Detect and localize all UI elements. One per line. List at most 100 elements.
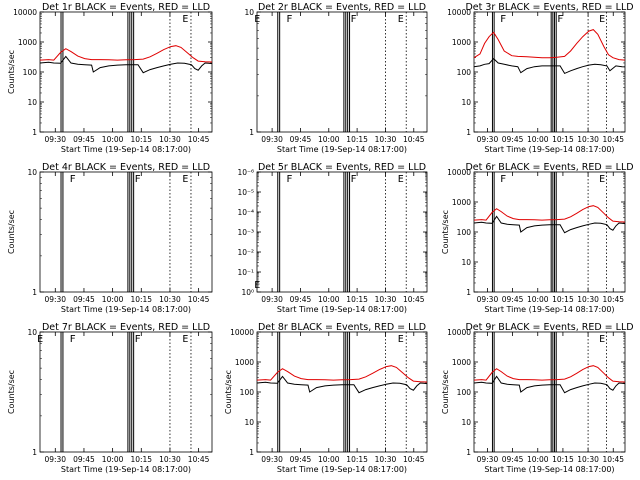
marker-e: E bbox=[182, 334, 188, 345]
x-tick-label: 09:45 bbox=[502, 135, 524, 144]
y-tick-label: 10⁻⁶ bbox=[237, 168, 254, 177]
x-tick-label: 10:30 bbox=[375, 135, 397, 144]
x-tick-label: 10:00 bbox=[318, 295, 340, 304]
x-axis-label: Start Time (19-Sep-14 08:17:00) bbox=[61, 465, 191, 474]
x-tick-label: 10:30 bbox=[577, 135, 599, 144]
x-axis-label: Start Time (19-Sep-14 08:17:00) bbox=[484, 305, 614, 314]
x-tick-label: 09:30 bbox=[261, 295, 283, 304]
y-tick-label: 1 bbox=[32, 128, 37, 137]
x-tick-label: 09:30 bbox=[44, 135, 66, 144]
panel-title: Det 9r BLACK = Events, RED = LLD bbox=[465, 322, 633, 333]
x-tick-label: 10:15 bbox=[346, 135, 368, 144]
y-tick-label: 10000 bbox=[447, 168, 471, 177]
y-tick-label: 100 bbox=[240, 388, 255, 397]
x-axis-label: Start Time (19-Sep-14 08:17:00) bbox=[61, 145, 191, 154]
y-tick-label: 100 bbox=[23, 68, 38, 77]
panel-title: Det 5r BLACK = Events, RED = LLD bbox=[258, 162, 426, 173]
marker-e: E bbox=[182, 174, 188, 185]
x-tick-label: 10:15 bbox=[346, 455, 368, 464]
x-axis-label: Start Time (19-Sep-14 08:17:00) bbox=[61, 305, 191, 314]
series-lld bbox=[39, 45, 213, 63]
x-tick-label: 10:00 bbox=[527, 455, 549, 464]
x-axis-label: Start Time (19-Sep-14 08:17:00) bbox=[277, 465, 407, 474]
panel-det-1: Det 1r BLACK = Events, RED = LLD 1 10 100 10… bbox=[7, 2, 213, 154]
marker-f: F bbox=[70, 174, 76, 185]
x-tick-label: 09:30 bbox=[261, 135, 283, 144]
panel-title: Det 1r BLACK = Events, RED = LLD bbox=[42, 2, 210, 13]
x-tick-label: 10:15 bbox=[552, 135, 574, 144]
y-tick-label: 10000 bbox=[230, 328, 254, 337]
marker-f: F bbox=[286, 174, 292, 185]
x-tick-label: 10:00 bbox=[318, 135, 340, 144]
y-axis-label: Counts/sec bbox=[7, 210, 16, 254]
x-axis-label: Start Time (19-Sep-14 08:17:00) bbox=[484, 145, 614, 154]
x-tick-label: 10:15 bbox=[130, 135, 152, 144]
y-axis-label: Counts/sec bbox=[441, 210, 450, 254]
x-tick-label: 10:15 bbox=[552, 455, 574, 464]
x-tick-label: 10:15 bbox=[346, 295, 368, 304]
x-tick-label: 10:45 bbox=[602, 455, 624, 464]
marker-e: E bbox=[182, 14, 188, 25]
plot-frame bbox=[473, 331, 626, 453]
panel-title: Det 8r BLACK = Events, RED = LLD bbox=[258, 322, 426, 333]
x-tick-label: 10:00 bbox=[527, 295, 549, 304]
marker-f: F bbox=[500, 174, 506, 185]
marker-f: F bbox=[351, 14, 357, 25]
y-tick-label: 10 bbox=[244, 418, 254, 427]
panel-title: Det 6r BLACK = Events, RED = LLD bbox=[465, 162, 633, 173]
panel-title: Det 2r BLACK = Events, RED = LLD bbox=[258, 2, 426, 13]
x-tick-label: 10:15 bbox=[552, 295, 574, 304]
x-tick-label: 10:30 bbox=[375, 295, 397, 304]
marker-e: E bbox=[37, 334, 43, 345]
panel-det-8: Det 8r BLACK = Events, RED = LLD 1 10 100 10… bbox=[224, 322, 428, 474]
x-tick-label: 09:45 bbox=[73, 295, 95, 304]
x-tick-label: 09:30 bbox=[261, 455, 283, 464]
y-tick-label: 1 bbox=[32, 448, 37, 457]
panel-det-3: Det 3r BLACK = Events, RED = LLD 1 10 100 10… bbox=[447, 2, 633, 154]
marker-f: F bbox=[135, 174, 141, 185]
x-tick-label: 10:45 bbox=[403, 135, 425, 144]
x-tick-label: 10:00 bbox=[102, 455, 124, 464]
y-tick-label: 1 bbox=[466, 288, 471, 297]
series-events bbox=[473, 375, 626, 394]
marker-e: E bbox=[398, 174, 404, 185]
x-tick-label: 10:30 bbox=[375, 455, 397, 464]
y-tick-label: 10⁻² bbox=[237, 248, 254, 257]
x-tick-label: 09:45 bbox=[290, 135, 312, 144]
y-tick-label: 10000 bbox=[447, 8, 471, 17]
x-tick-label: 09:45 bbox=[290, 295, 312, 304]
y-tick-label: 10 bbox=[461, 98, 471, 107]
y-tick-label: 10⁻⁵ bbox=[237, 188, 254, 197]
marker-f: F bbox=[70, 334, 76, 345]
x-tick-label: 09:45 bbox=[290, 455, 312, 464]
plot-frame bbox=[473, 11, 626, 133]
y-tick-label: 10 bbox=[27, 98, 37, 107]
x-tick-label: 10:00 bbox=[527, 135, 549, 144]
x-tick-label: 09:45 bbox=[73, 135, 95, 144]
x-tick-label: 10:30 bbox=[577, 295, 599, 304]
y-tick-label: 1 bbox=[466, 128, 471, 137]
panel-det-6: Det 6r BLACK = Events, RED = LLD 1 10 100 10… bbox=[441, 162, 634, 314]
y-axis-label: Counts/sec bbox=[441, 370, 450, 414]
y-tick-label: 1 bbox=[466, 448, 471, 457]
x-tick-label: 10:00 bbox=[102, 295, 124, 304]
x-tick-label: 09:45 bbox=[502, 455, 524, 464]
panel-title: Det 4r BLACK = Events, RED = LLD bbox=[42, 162, 210, 173]
y-axis-label: Counts/sec bbox=[7, 50, 16, 94]
x-tick-label: 10:00 bbox=[318, 455, 340, 464]
plot-frame bbox=[473, 171, 626, 293]
x-tick-label: 10:30 bbox=[159, 455, 181, 464]
marker-e: E bbox=[254, 14, 260, 25]
x-tick-label: 10:45 bbox=[188, 135, 210, 144]
x-tick-label: 10:15 bbox=[130, 455, 152, 464]
marker-f: F bbox=[351, 174, 357, 185]
x-tick-label: 10:45 bbox=[403, 455, 425, 464]
series-events bbox=[39, 55, 213, 74]
y-tick-label: 10⁻¹ bbox=[237, 268, 254, 277]
x-tick-label: 10:30 bbox=[159, 295, 181, 304]
y-tick-label: 1 bbox=[249, 448, 254, 457]
marker-e: E bbox=[398, 334, 404, 345]
plot-frame bbox=[39, 11, 213, 133]
marker-e: E bbox=[254, 280, 260, 291]
x-tick-label: 09:45 bbox=[73, 455, 95, 464]
